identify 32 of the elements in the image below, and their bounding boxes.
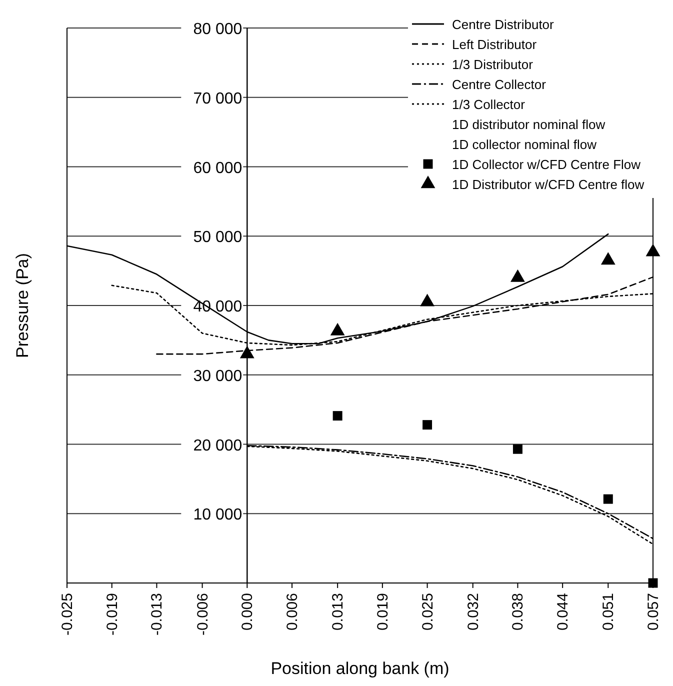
x-tick-label: -0.013 bbox=[148, 593, 166, 636]
legend-label: 1/3 Distributor bbox=[452, 57, 534, 72]
legend-label: Left Distributor bbox=[452, 37, 538, 52]
x-tick-label: -0.006 bbox=[194, 593, 212, 636]
x-tick-label: -0.019 bbox=[104, 593, 121, 636]
legend-label: 1D Distributor w/CFD Centre flow bbox=[452, 177, 645, 192]
x-tick-label: 0.057 bbox=[645, 593, 662, 631]
text: 1D collector nominal flow bbox=[452, 137, 598, 152]
x-tick-label: 0.051 bbox=[600, 593, 618, 631]
legend-label: 1/3 Collector bbox=[452, 97, 526, 112]
x-tick-label: 0.032 bbox=[464, 593, 482, 631]
legend-label: Centre Collector bbox=[452, 77, 547, 92]
x-tick-label: 0.044 bbox=[554, 593, 572, 631]
x-tick-label: 0.019 bbox=[374, 593, 392, 631]
legend-label: 1D Collector w/CFD Centre Flow bbox=[452, 157, 642, 172]
y-tick-label: 70 000 bbox=[193, 90, 242, 108]
x-tick-label: 0.038 bbox=[510, 593, 527, 631]
x-tick-label: 0.006 bbox=[284, 593, 301, 631]
text: 1D distributor nominal flow bbox=[452, 117, 606, 132]
y-tick-label: 80 000 bbox=[193, 21, 242, 38]
x-tick-label: 0.013 bbox=[330, 593, 347, 631]
x-tick-label: -0.025 bbox=[59, 593, 76, 636]
y-axis-title: Pressure (Pa) bbox=[13, 253, 32, 358]
y-tick-label: 20 000 bbox=[193, 437, 242, 454]
y-tick-label: 10 000 bbox=[193, 506, 242, 524]
x-axis-title: Position along bank (m) bbox=[270, 659, 450, 678]
y-tick-label: 60 000 bbox=[193, 160, 242, 177]
legend-label: Centre Distributor bbox=[452, 17, 555, 32]
x-tick-label: 0.000 bbox=[239, 593, 256, 631]
y-tick-label: 30 000 bbox=[193, 368, 242, 385]
y-tick-label: 50 000 bbox=[193, 229, 242, 246]
x-tick-label: 0.025 bbox=[419, 593, 436, 631]
